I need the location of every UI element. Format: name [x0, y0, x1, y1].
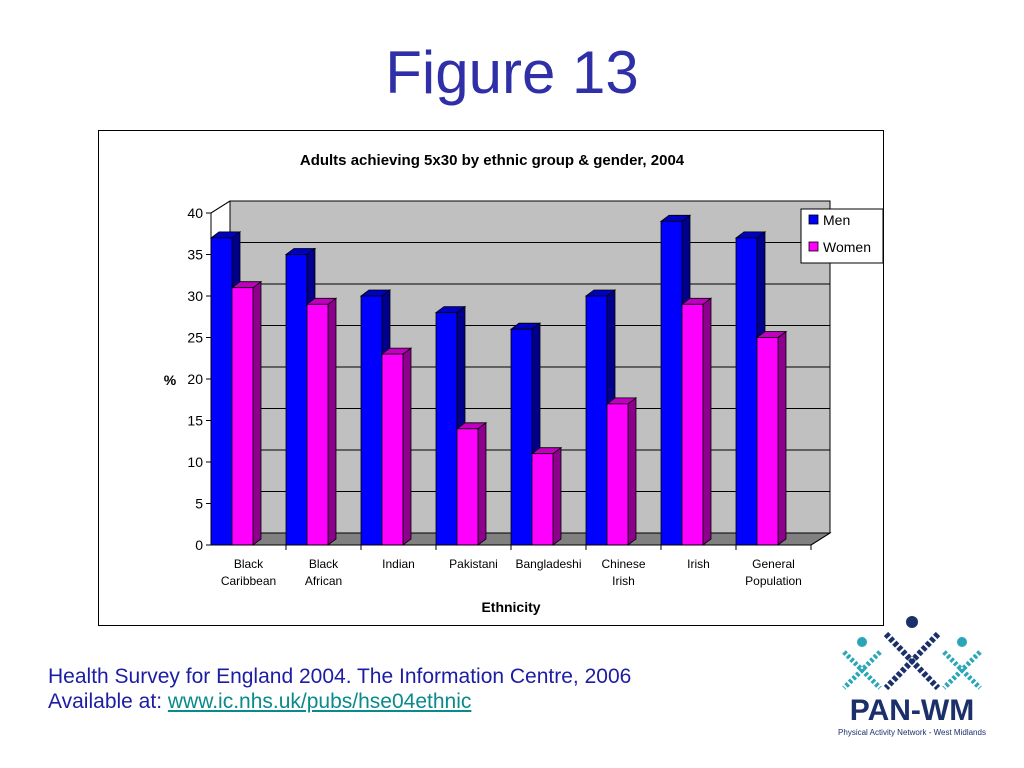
x-tick-label: Chinese Irish	[601, 557, 645, 588]
y-tick-label: 10	[187, 454, 203, 470]
y-tick-label: 40	[187, 205, 203, 221]
y-tick-label: 35	[187, 247, 203, 263]
bar-women	[231, 287, 254, 546]
legend-label-women: Women	[823, 239, 871, 255]
bar-men	[585, 295, 608, 546]
legend-swatch-women	[808, 241, 819, 252]
bar-men	[660, 220, 683, 546]
source-line-2: Available at: www.ic.nhs.uk/pubs/hse04et…	[48, 689, 631, 714]
bar-women-side	[552, 446, 562, 546]
y-tick-label: 15	[187, 413, 203, 429]
bar-women	[681, 303, 704, 546]
x-tick-label: Pakistani	[449, 557, 498, 571]
legend-swatch-men	[808, 214, 819, 225]
bar-women-side	[252, 280, 262, 546]
y-tick-label: 25	[187, 330, 203, 346]
logo-subtitle: Physical Activity Network - West Midland…	[838, 728, 986, 737]
x-tick-label: Indian	[382, 557, 415, 571]
source-link[interactable]: www.ic.nhs.uk/pubs/hse04ethnic	[167, 690, 472, 713]
legend-label-men: Men	[823, 212, 850, 228]
bar-women-side	[777, 330, 787, 546]
bar-women	[456, 428, 479, 546]
bar-women-side	[627, 397, 637, 546]
bar-women	[306, 303, 329, 546]
people-cross-icon	[842, 616, 982, 691]
y-tick-label: 20	[187, 371, 203, 387]
bar-men	[435, 312, 458, 546]
source-prefix: Available at:	[48, 690, 168, 713]
x-tick-label: Black Caribbean	[221, 557, 276, 588]
y-tick-label: 30	[187, 288, 203, 304]
bar-men	[210, 237, 233, 546]
y-axis-top-edge	[210, 200, 231, 214]
logo-wordmark: PAN-WM	[849, 694, 975, 727]
bar-women	[606, 403, 629, 546]
bar-chart: Adults achieving 5x30 by ethnic group & …	[164, 152, 884, 615]
x-tick-label: General Population	[745, 557, 802, 588]
bar-women-side	[402, 347, 412, 546]
y-tick-label: 5	[195, 496, 203, 512]
bar-women	[381, 353, 404, 546]
source-line-1: Health Survey for England 2004. The Info…	[48, 665, 632, 688]
source-citation: Health Survey for England 2004. The Info…	[48, 664, 631, 714]
bar-men	[735, 237, 758, 546]
chart-title: Adults achieving 5x30 by ethnic group & …	[300, 152, 685, 169]
y-axis-label: %	[164, 372, 177, 388]
bar-women	[756, 337, 779, 546]
slide-title: Figure 13	[385, 39, 639, 106]
bar-women-side	[327, 297, 337, 546]
bar-women	[531, 453, 554, 546]
chart-frame: Adults achieving 5x30 by ethnic group & …	[98, 130, 884, 626]
x-tick-label: Bangladeshi	[515, 557, 581, 571]
bar-men	[285, 254, 308, 546]
y-tick-label: 0	[195, 537, 203, 553]
bar-men	[360, 295, 383, 546]
x-tick-label: Black African	[305, 557, 342, 588]
bar-men	[510, 328, 533, 546]
bar-women-side	[477, 421, 487, 546]
pan-wm-logo: PAN-WM Physical Activity Network - West …	[832, 612, 992, 742]
bar-women-side	[702, 297, 712, 546]
x-tick-label: Irish	[687, 557, 710, 571]
x-axis-end-edge	[810, 532, 831, 546]
x-axis-label: Ethnicity	[481, 599, 540, 615]
